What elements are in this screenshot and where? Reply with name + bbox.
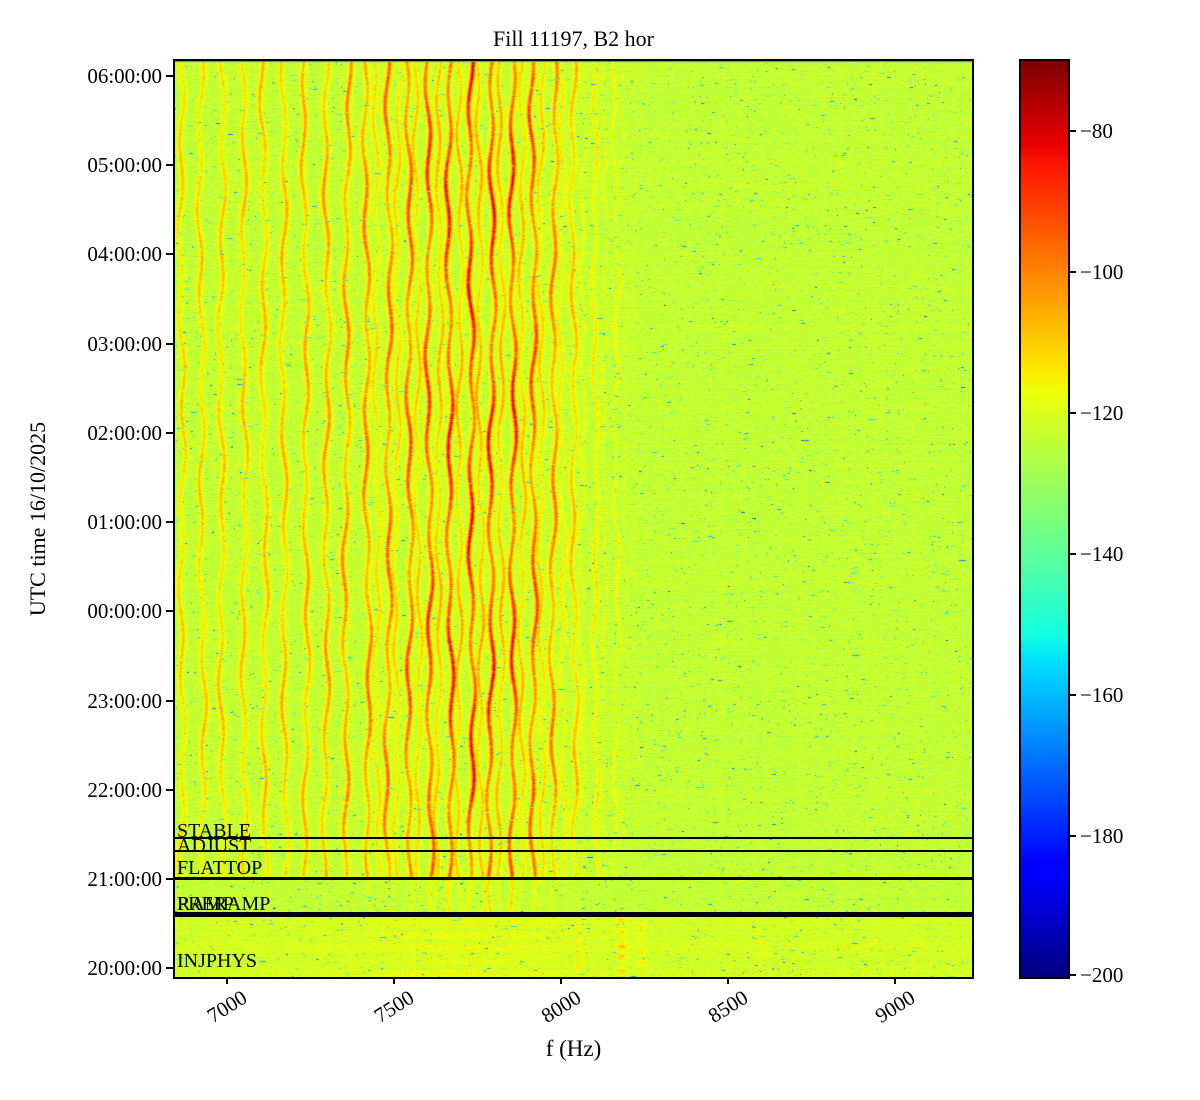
beam-mode-label-flattop: FLATTOP bbox=[177, 857, 263, 879]
x-tick-label: 7000 bbox=[202, 985, 252, 1028]
beam-mode-line-flattop bbox=[175, 877, 972, 880]
colorbar-tick-label: −120 bbox=[1080, 401, 1124, 425]
beam-mode-line-stable bbox=[175, 837, 972, 839]
beam-mode-label-stable: STABLE bbox=[177, 820, 251, 842]
y-tick-label: 01:00:00 bbox=[87, 510, 162, 534]
x-tick-label: 8500 bbox=[703, 985, 753, 1028]
colorbar-tick-mark bbox=[1070, 553, 1076, 555]
y-tick-label: 04:00:00 bbox=[87, 242, 162, 266]
y-tick-mark bbox=[166, 610, 173, 612]
y-tick-label: 06:00:00 bbox=[87, 64, 162, 88]
x-tick-label: 9000 bbox=[870, 985, 920, 1028]
beam-mode-label-preramp: PRERAMP bbox=[177, 893, 271, 915]
plot-area: STABLE ADJUST FLATTOP RAMP PRERAMP INJPHYS bbox=[173, 59, 974, 979]
y-tick-mark bbox=[166, 164, 173, 166]
colorbar-tick-mark bbox=[1070, 694, 1076, 696]
x-tick-mark bbox=[226, 977, 228, 984]
beam-mode-label-adjust: ADJUST bbox=[177, 835, 252, 857]
colorbar-tick-mark bbox=[1070, 130, 1076, 132]
y-tick-mark bbox=[166, 253, 173, 255]
colorbar-canvas bbox=[1021, 61, 1068, 977]
beam-mode-label-injphys: INJPHYS bbox=[177, 950, 258, 972]
beam-mode-label-ramp: RAMP bbox=[177, 893, 234, 915]
colorbar-tick-mark bbox=[1070, 271, 1076, 273]
y-tick-label: 00:00:00 bbox=[87, 599, 162, 623]
colorbar-tick-label: −100 bbox=[1080, 260, 1124, 284]
plot-title: Fill 11197, B2 hor bbox=[493, 26, 654, 51]
y-tick-label: 21:00:00 bbox=[87, 867, 162, 891]
colorbar-tick-label: −200 bbox=[1080, 963, 1124, 987]
x-tick-mark bbox=[727, 977, 729, 984]
x-tick-label: 8000 bbox=[536, 985, 586, 1028]
y-tick-mark bbox=[166, 521, 173, 523]
spectrogram-canvas bbox=[175, 61, 972, 977]
beam-mode-line-adjust bbox=[175, 850, 972, 852]
y-tick-label: 03:00:00 bbox=[87, 332, 162, 356]
x-tick-mark bbox=[894, 977, 896, 984]
x-axis-label: f (Hz) bbox=[545, 1036, 602, 1061]
y-tick-mark bbox=[166, 432, 173, 434]
y-tick-label: 23:00:00 bbox=[87, 689, 162, 713]
colorbar-tick-mark bbox=[1070, 974, 1076, 976]
y-tick-mark bbox=[166, 700, 173, 702]
colorbar-tick-mark bbox=[1070, 835, 1076, 837]
colorbar-tick-label: −80 bbox=[1080, 119, 1113, 143]
colorbar-tick-mark bbox=[1070, 412, 1076, 414]
beam-mode-line-ramp bbox=[175, 912, 972, 917]
colorbar-tick-label: −180 bbox=[1080, 824, 1124, 848]
y-tick-label: 02:00:00 bbox=[87, 421, 162, 445]
y-tick-mark bbox=[166, 878, 173, 880]
x-tick-label: 7500 bbox=[369, 985, 419, 1028]
y-tick-mark bbox=[166, 789, 173, 791]
y-tick-mark bbox=[166, 967, 173, 969]
y-tick-mark bbox=[166, 343, 173, 345]
y-tick-label: 20:00:00 bbox=[87, 956, 162, 980]
y-tick-mark bbox=[166, 75, 173, 77]
colorbar bbox=[1019, 59, 1070, 979]
x-tick-mark bbox=[393, 977, 395, 984]
y-tick-label: 22:00:00 bbox=[87, 778, 162, 802]
x-tick-mark bbox=[560, 977, 562, 984]
y-tick-label: 05:00:00 bbox=[87, 153, 162, 177]
colorbar-tick-label: −140 bbox=[1080, 542, 1124, 566]
colorbar-tick-label: −160 bbox=[1080, 683, 1124, 707]
